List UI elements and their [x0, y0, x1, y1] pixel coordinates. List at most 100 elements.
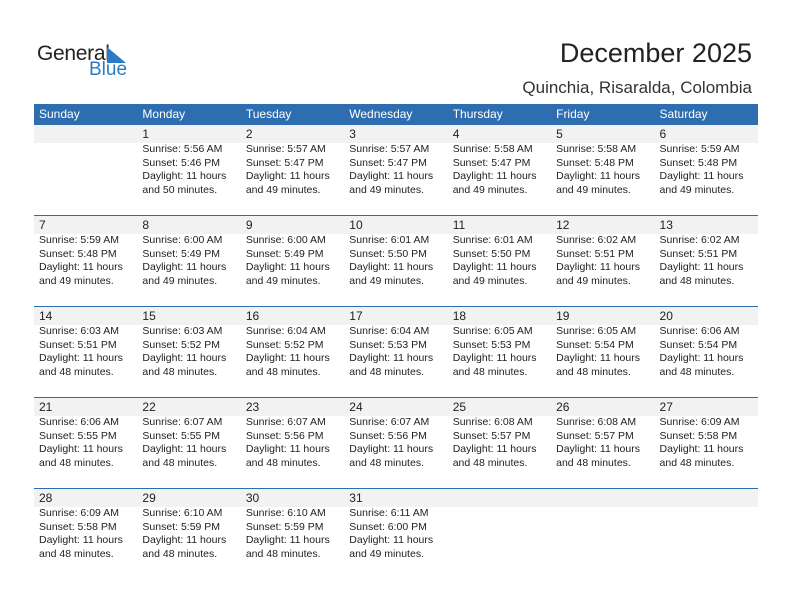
daylight-text: Daylight: 11 hours [142, 261, 227, 273]
day-cell: 7 Sunrise: 5:59 AM Sunset: 5:48 PM Daylight… [34, 216, 137, 306]
sunrise-text: Sunrise: 6:00 AM [245, 234, 326, 246]
sunrise-text: Sunrise: 6:08 AM [452, 416, 533, 428]
day-cell: 17 Sunrise: 6:04 AM Sunset: 5:53 PM Dayligh… [344, 307, 447, 397]
week-row: 21 Sunrise: 6:06 AM Sunset: 5:55 PM Dayligh… [34, 397, 758, 488]
week-row: 7 Sunrise: 5:59 AM Sunset: 5:48 PM Daylight… [34, 215, 758, 306]
sunset-text: Sunset: 5:47 PM [349, 156, 427, 169]
weekday-header: Sunday Monday Tuesday Wednesday Thursday Frid… [34, 104, 758, 125]
day-number: 19 [556, 309, 570, 323]
daylight-minutes-text: and 49 minutes. [142, 274, 218, 287]
sunset-text: Sunset: 5:54 PM [556, 338, 634, 351]
day-cell: 20 Sunrise: 6:06 AM Sunset: 5:54 PM Dayligh… [655, 307, 758, 397]
daylight-minutes-text: and 48 minutes. [142, 547, 218, 560]
day-cell: 18 Sunrise: 6:05 AM Sunset: 5:53 PM Dayligh… [448, 307, 551, 397]
day-number: 4 [452, 127, 460, 141]
day-cell: 31 Sunrise: 6:11 AM Sunset: 6:00 PM Dayligh… [344, 489, 447, 579]
sunset-text: Sunset: 6:00 PM [349, 520, 427, 533]
sunset-text: Sunset: 5:58 PM [39, 520, 117, 533]
sunset-text: Sunset: 5:56 PM [245, 429, 324, 442]
sunrise-text: Sunrise: 6:06 AM [39, 416, 119, 428]
daylight-minutes-text: and 49 minutes. [452, 274, 528, 287]
daylight-text: Daylight: 11 hours [142, 534, 227, 546]
weekday-friday: Friday [556, 107, 590, 121]
daylight-text: Daylight: 11 hours [659, 261, 744, 273]
daylight-minutes-text: and 48 minutes. [659, 274, 735, 287]
day-cell: 12 Sunrise: 6:02 AM Sunset: 5:51 PM Dayligh… [551, 216, 654, 306]
daylight-minutes-text: and 48 minutes. [659, 456, 735, 469]
day-number: 28 [39, 491, 53, 505]
sunset-text: Sunset: 5:46 PM [142, 156, 221, 169]
daylight-text: Daylight: 11 hours [349, 170, 434, 182]
day-number-band [34, 398, 758, 416]
sunrise-text: Sunrise: 6:00 AM [142, 234, 223, 246]
sunrise-text: Sunrise: 6:02 AM [659, 234, 740, 246]
daylight-minutes-text: and 49 minutes. [349, 547, 424, 560]
sunset-text: Sunset: 5:47 PM [245, 156, 324, 169]
weekday-saturday: Saturday [659, 107, 708, 121]
day-cell: 1 Sunrise: 5:56 AM Sunset: 5:46 PM Daylight… [137, 125, 240, 215]
day-cell: 13 Sunrise: 6:02 AM Sunset: 5:51 PM Dayligh… [655, 216, 758, 306]
day-cell: 11 Sunrise: 6:01 AM Sunset: 5:50 PM Dayligh… [448, 216, 551, 306]
sunset-text: Sunset: 5:53 PM [452, 338, 531, 351]
daylight-text: Daylight: 11 hours [556, 261, 640, 273]
sunrise-text: Sunrise: 6:11 AM [349, 507, 429, 519]
daylight-minutes-text: and 49 minutes. [245, 183, 321, 196]
day-number: 30 [245, 491, 260, 505]
day-number: 20 [659, 309, 673, 323]
daylight-minutes-text: and 48 minutes. [39, 456, 114, 469]
daylight-text: Daylight: 11 hours [556, 170, 640, 182]
day-number: 15 [142, 309, 156, 323]
day-number: 12 [556, 218, 570, 232]
day-number: 18 [452, 309, 467, 323]
day-number-band [34, 307, 758, 325]
daylight-text: Daylight: 11 hours [556, 443, 640, 455]
day-number: 29 [142, 491, 156, 505]
daylight-text: Daylight: 11 hours [659, 170, 744, 182]
day-number: 3 [349, 127, 356, 141]
sunrise-text: Sunrise: 6:01 AM [452, 234, 533, 246]
daylight-text: Daylight: 11 hours [659, 352, 744, 364]
empty-cell [448, 489, 551, 579]
daylight-text: Daylight: 11 hours [245, 352, 330, 364]
sunset-text: Sunset: 5:52 PM [245, 338, 324, 351]
sunrise-text: Sunrise: 5:57 AM [245, 143, 326, 155]
sunrise-text: Sunrise: 6:09 AM [659, 416, 740, 428]
daylight-minutes-text: and 49 minutes. [349, 274, 424, 287]
day-cell: 28 Sunrise: 6:09 AM Sunset: 5:58 PM Dayligh… [34, 489, 137, 579]
daylight-minutes-text: and 48 minutes. [556, 365, 631, 378]
sunrise-text: Sunrise: 6:08 AM [556, 416, 637, 428]
day-cell: 24 Sunrise: 6:07 AM Sunset: 5:56 PM Dayligh… [344, 398, 447, 488]
daylight-text: Daylight: 11 hours [39, 261, 123, 273]
day-number: 16 [245, 309, 260, 323]
day-cell: 14 Sunrise: 6:03 AM Sunset: 5:51 PM Dayligh… [34, 307, 137, 397]
sunset-text: Sunset: 5:55 PM [142, 429, 221, 442]
day-number: 11 [452, 218, 466, 232]
day-cell: 16 Sunrise: 6:04 AM Sunset: 5:52 PM Dayligh… [241, 307, 344, 397]
sunset-text: Sunset: 5:48 PM [659, 156, 738, 169]
day-number: 5 [556, 127, 563, 141]
sunset-text: Sunset: 5:48 PM [556, 156, 634, 169]
sunrise-text: Sunrise: 6:05 AM [556, 325, 637, 337]
daylight-text: Daylight: 11 hours [556, 352, 640, 364]
day-cell: 22 Sunrise: 6:07 AM Sunset: 5:55 PM Dayligh… [137, 398, 240, 488]
week-row: 28 Sunrise: 6:09 AM Sunset: 5:58 PM Dayligh… [34, 488, 758, 579]
sunset-text: Sunset: 5:56 PM [349, 429, 427, 442]
daylight-text: Daylight: 11 hours [142, 443, 227, 455]
daylight-minutes-text: and 48 minutes. [39, 547, 114, 560]
daylight-minutes-text: and 48 minutes. [349, 365, 424, 378]
daylight-minutes-text: and 49 minutes. [245, 274, 321, 287]
weekday-tuesday: Tuesday [245, 107, 292, 121]
sunrise-text: Sunrise: 6:06 AM [659, 325, 740, 337]
sunrise-text: Sunrise: 5:58 AM [556, 143, 637, 155]
sunset-text: Sunset: 5:59 PM [142, 520, 221, 533]
day-number: 7 [39, 218, 46, 232]
daylight-text: Daylight: 11 hours [245, 170, 330, 182]
daylight-text: Daylight: 11 hours [142, 170, 227, 182]
daylight-text: Daylight: 11 hours [142, 352, 227, 364]
sunset-text: Sunset: 5:57 PM [556, 429, 634, 442]
daylight-text: Daylight: 11 hours [245, 443, 330, 455]
sunset-text: Sunset: 5:48 PM [39, 247, 117, 260]
daylight-text: Daylight: 11 hours [349, 534, 434, 546]
week-row: 1 Sunrise: 5:56 AM Sunset: 5:46 PM Daylight… [34, 125, 758, 215]
